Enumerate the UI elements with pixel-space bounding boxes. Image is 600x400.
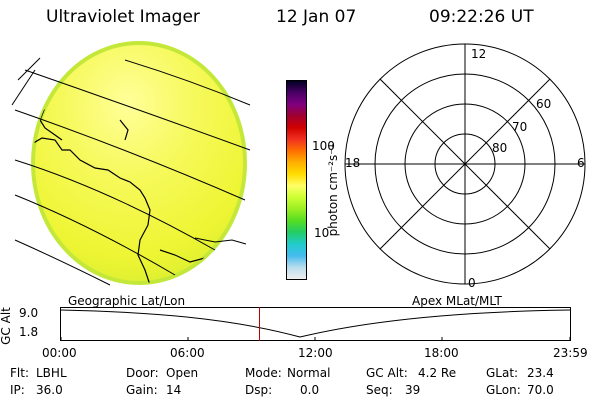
- colorbar-unit-label: photon cm⁻²s⁻¹: [326, 143, 340, 237]
- dsp-value: 0.0: [300, 383, 320, 397]
- gain-label: Gain:: [126, 383, 158, 397]
- mlt-label-18: 18: [345, 156, 361, 170]
- instrument-title: Ultraviolet Imager: [46, 7, 200, 27]
- mlat-label-70: 70: [512, 120, 528, 134]
- polar-grid: [344, 43, 586, 285]
- x-tick-0600: 06:00: [170, 346, 205, 360]
- glon-label: GLon:: [486, 383, 521, 397]
- seq-value: 39: [405, 383, 421, 397]
- mode-value: Normal: [287, 366, 331, 380]
- colorbar-tick-10: 10: [314, 226, 330, 240]
- observation-time: 09:22:26 UT: [429, 7, 534, 27]
- dsp-label: Dsp:: [245, 383, 273, 397]
- seq-label: Seq:: [366, 383, 393, 397]
- ip-label: IP:: [10, 383, 25, 397]
- earth-disk: [33, 43, 245, 283]
- x-tick-1800: 18:00: [424, 346, 459, 360]
- filter-label: Flt:: [10, 366, 29, 380]
- ip-value: 36.0: [36, 383, 63, 397]
- y-tick-9: 9.0: [19, 306, 39, 320]
- filter-value: LBHL: [36, 366, 67, 380]
- gcalt-label: GC Alt:: [366, 366, 408, 380]
- glat-label: GLat:: [486, 366, 519, 380]
- altitude-timeline: [60, 307, 571, 341]
- mode-label: Mode:: [245, 366, 282, 380]
- door-label: Door:: [126, 366, 159, 380]
- mlt-label-0: 0: [468, 276, 476, 290]
- gain-value: 14: [166, 383, 182, 397]
- timeline-y-label: GC Alt: [0, 307, 13, 345]
- glon-value: 70.0: [527, 383, 554, 397]
- y-tick-1-8: 1.8: [19, 325, 39, 339]
- mlat-label-80: 80: [492, 141, 508, 155]
- x-tick-0000: 00:00: [42, 346, 77, 360]
- timeline-left-title: Geographic Lat/Lon: [68, 294, 186, 308]
- timeline-right-title: Apex MLat/MLT: [412, 294, 502, 308]
- glat-value: 23.4: [527, 366, 554, 380]
- observation-date: 12 Jan 07: [276, 7, 357, 27]
- x-tick-2359: 23:59: [553, 346, 588, 360]
- door-value: Open: [166, 366, 199, 380]
- mlt-label-6: 6: [577, 156, 585, 170]
- colorbar-tick-100: 100: [312, 139, 335, 153]
- mlt-label-12: 12: [471, 47, 487, 61]
- colorbar: [286, 80, 307, 280]
- uv-image-map: [11, 41, 251, 286]
- x-tick-1200: 12:00: [298, 346, 333, 360]
- mlat-label-60: 60: [536, 97, 552, 111]
- gcalt-value: 4.2 Re: [418, 366, 457, 380]
- latitude-grid-lines: [14, 59, 251, 286]
